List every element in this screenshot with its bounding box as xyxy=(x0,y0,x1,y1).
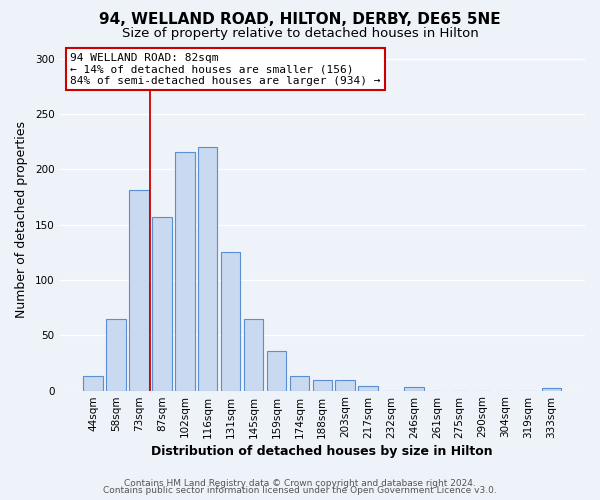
Bar xyxy=(83,376,103,390)
Bar xyxy=(221,252,241,390)
Bar xyxy=(267,350,286,391)
Y-axis label: Number of detached properties: Number of detached properties xyxy=(15,120,28,318)
Bar xyxy=(244,318,263,390)
Text: Size of property relative to detached houses in Hilton: Size of property relative to detached ho… xyxy=(122,28,478,40)
Bar xyxy=(358,386,378,390)
Bar xyxy=(198,147,217,390)
Text: 94, WELLAND ROAD, HILTON, DERBY, DE65 5NE: 94, WELLAND ROAD, HILTON, DERBY, DE65 5N… xyxy=(99,12,501,28)
Text: 94 WELLAND ROAD: 82sqm
← 14% of detached houses are smaller (156)
84% of semi-de: 94 WELLAND ROAD: 82sqm ← 14% of detached… xyxy=(70,52,380,86)
Bar xyxy=(175,152,194,390)
Bar xyxy=(542,388,561,390)
Bar xyxy=(106,318,126,390)
Bar xyxy=(313,380,332,390)
Text: Contains public sector information licensed under the Open Government Licence v3: Contains public sector information licen… xyxy=(103,486,497,495)
Bar xyxy=(404,387,424,390)
Bar xyxy=(290,376,309,390)
X-axis label: Distribution of detached houses by size in Hilton: Distribution of detached houses by size … xyxy=(151,444,493,458)
Bar xyxy=(335,380,355,390)
Text: Contains HM Land Registry data © Crown copyright and database right 2024.: Contains HM Land Registry data © Crown c… xyxy=(124,478,476,488)
Bar xyxy=(129,190,149,390)
Bar xyxy=(152,217,172,390)
